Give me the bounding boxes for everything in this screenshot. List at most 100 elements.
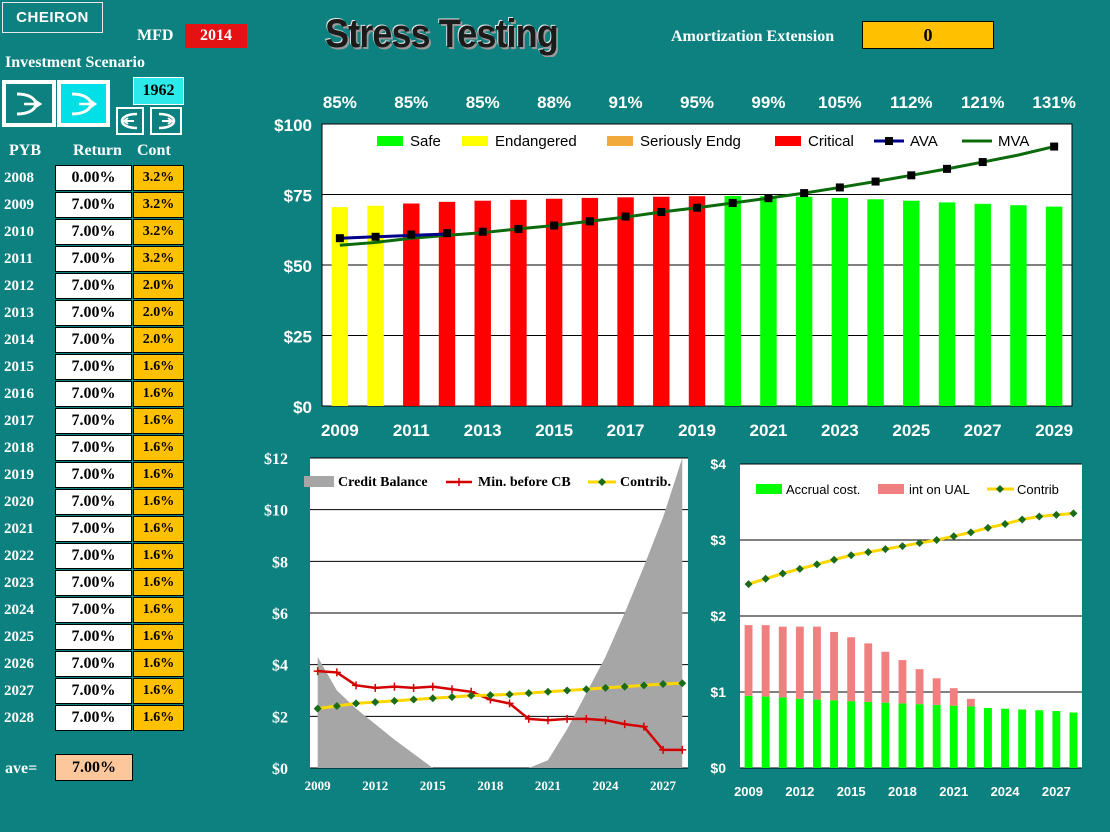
table-row-return[interactable]: 7.00% xyxy=(55,705,132,731)
int-on-ual-bar xyxy=(864,643,873,702)
table-row-cont[interactable]: 1.6% xyxy=(133,651,184,677)
legend-marker xyxy=(885,137,893,145)
cont-header: Cont xyxy=(137,142,171,159)
table-row-return[interactable]: 7.00% xyxy=(55,489,132,515)
table-row-cont[interactable]: 1.6% xyxy=(133,489,184,515)
min-before-cb-marker xyxy=(543,716,552,725)
table-row-year: 2027 xyxy=(4,683,34,699)
mfd-value[interactable]: 2014 xyxy=(185,24,247,48)
table-row-cont[interactable]: 2.0% xyxy=(133,273,184,299)
legend-swatch xyxy=(607,136,633,146)
contrib-marker xyxy=(563,686,572,695)
table-row-cont[interactable]: 1.6% xyxy=(133,678,184,704)
y-tick-label: $4 xyxy=(710,456,726,472)
table-row-cont[interactable]: 1.6% xyxy=(133,624,184,650)
y-tick-label: $4 xyxy=(272,658,288,675)
table-row-return[interactable]: 7.00% xyxy=(55,543,132,569)
accrual-cost-bar xyxy=(898,703,907,768)
x-tick-label: 2021 xyxy=(939,784,968,799)
table-row-return[interactable]: 7.00% xyxy=(55,516,132,542)
int-on-ual-bar xyxy=(949,688,958,706)
table-row-return[interactable]: 7.00% xyxy=(55,192,132,218)
status-bar xyxy=(1045,206,1063,406)
legend-label: Min. before CB xyxy=(478,475,571,490)
next-year-button[interactable] xyxy=(150,107,182,135)
contrib-marker xyxy=(524,689,533,698)
table-row-return[interactable]: 7.00% xyxy=(55,597,132,623)
table-row-return[interactable]: 7.00% xyxy=(55,300,132,326)
contrib-marker xyxy=(864,548,873,557)
accrual-cost-bar xyxy=(847,701,856,768)
table-row-return[interactable]: 0.00% xyxy=(55,165,132,191)
table-row-return[interactable]: 7.00% xyxy=(55,408,132,434)
scenario-b-button[interactable] xyxy=(57,80,110,127)
funded-ratio-label: 88% xyxy=(537,93,571,112)
ava-line xyxy=(339,232,448,240)
table-row-cont[interactable]: 1.6% xyxy=(133,462,184,488)
table-row-return[interactable]: 7.00% xyxy=(55,354,132,380)
table-row-return[interactable]: 7.00% xyxy=(55,381,132,407)
contrib-marker xyxy=(505,690,514,699)
table-row-cont[interactable]: 1.6% xyxy=(133,570,184,596)
table-row-return[interactable]: 7.00% xyxy=(55,273,132,299)
table-row-cont[interactable]: 3.2% xyxy=(133,219,184,245)
table-row-cont[interactable]: 1.6% xyxy=(133,597,184,623)
x-tick-label: 2027 xyxy=(964,421,1002,440)
status-bar xyxy=(581,197,599,406)
table-row-cont[interactable]: 1.6% xyxy=(133,516,184,542)
x-tick-label: 2017 xyxy=(607,421,645,440)
int-on-ual-bar xyxy=(966,698,975,707)
table-row-cont[interactable]: 1.6% xyxy=(133,408,184,434)
y-tick-label: $100 xyxy=(274,116,312,135)
table-row-return[interactable]: 7.00% xyxy=(55,651,132,677)
table-row-cont[interactable]: 1.6% xyxy=(133,543,184,569)
mfd-label: MFD xyxy=(137,27,174,44)
table-row-cont[interactable]: 3.2% xyxy=(133,246,184,272)
table-row-cont[interactable]: 1.6% xyxy=(133,705,184,731)
table-row-return[interactable]: 7.00% xyxy=(55,435,132,461)
status-bar xyxy=(974,203,991,406)
table-row-cont[interactable]: 3.2% xyxy=(133,165,184,191)
contrib-marker xyxy=(812,560,821,569)
table-row-cont[interactable]: 1.6% xyxy=(133,354,184,380)
int-on-ual-bar xyxy=(830,631,838,701)
accrual-cost-bar xyxy=(795,698,804,768)
y-tick-label: $75 xyxy=(284,187,312,206)
table-row-cont[interactable]: 1.6% xyxy=(133,381,184,407)
status-bar xyxy=(653,196,670,406)
table-row-return[interactable]: 7.00% xyxy=(55,624,132,650)
contrib-marker xyxy=(1035,512,1044,521)
contrib-marker xyxy=(881,545,890,554)
contrib-marker xyxy=(659,680,668,689)
table-row-return[interactable]: 7.00% xyxy=(55,327,132,353)
ava-marker xyxy=(621,212,630,221)
amortization-value[interactable]: 0 xyxy=(862,21,994,49)
contrib-marker xyxy=(1069,509,1078,518)
table-row-return[interactable]: 7.00% xyxy=(55,219,132,245)
table-row-year: 2022 xyxy=(4,548,34,564)
scenario-a-button[interactable] xyxy=(2,80,56,127)
ava-marker xyxy=(443,229,451,238)
table-row-cont[interactable]: 2.0% xyxy=(133,300,184,326)
status-bar xyxy=(617,197,634,406)
table-row-return[interactable]: 7.00% xyxy=(55,678,132,704)
ava-marker xyxy=(835,183,844,192)
table-row-return[interactable]: 7.00% xyxy=(55,246,132,272)
table-row-cont[interactable]: 1.6% xyxy=(133,435,184,461)
ava-marker xyxy=(1050,142,1059,151)
cheiron-logo: CHEIRON xyxy=(2,2,103,33)
scenario-year[interactable]: 1962 xyxy=(133,77,184,105)
table-row-year: 2010 xyxy=(4,224,34,240)
table-row-cont[interactable]: 3.2% xyxy=(133,192,184,218)
prev-year-button[interactable] xyxy=(116,107,144,135)
table-row-return[interactable]: 7.00% xyxy=(55,462,132,488)
table-row-year: 2024 xyxy=(4,602,34,618)
funded-ratio-label: 99% xyxy=(751,93,785,112)
funded-ratio-label: 105% xyxy=(818,93,861,112)
contrib-marker xyxy=(620,682,629,691)
ava-marker xyxy=(478,227,487,236)
ava-marker xyxy=(800,189,809,198)
table-row-cont[interactable]: 2.0% xyxy=(133,327,184,353)
legend-swatch xyxy=(377,136,403,146)
table-row-return[interactable]: 7.00% xyxy=(55,570,132,596)
